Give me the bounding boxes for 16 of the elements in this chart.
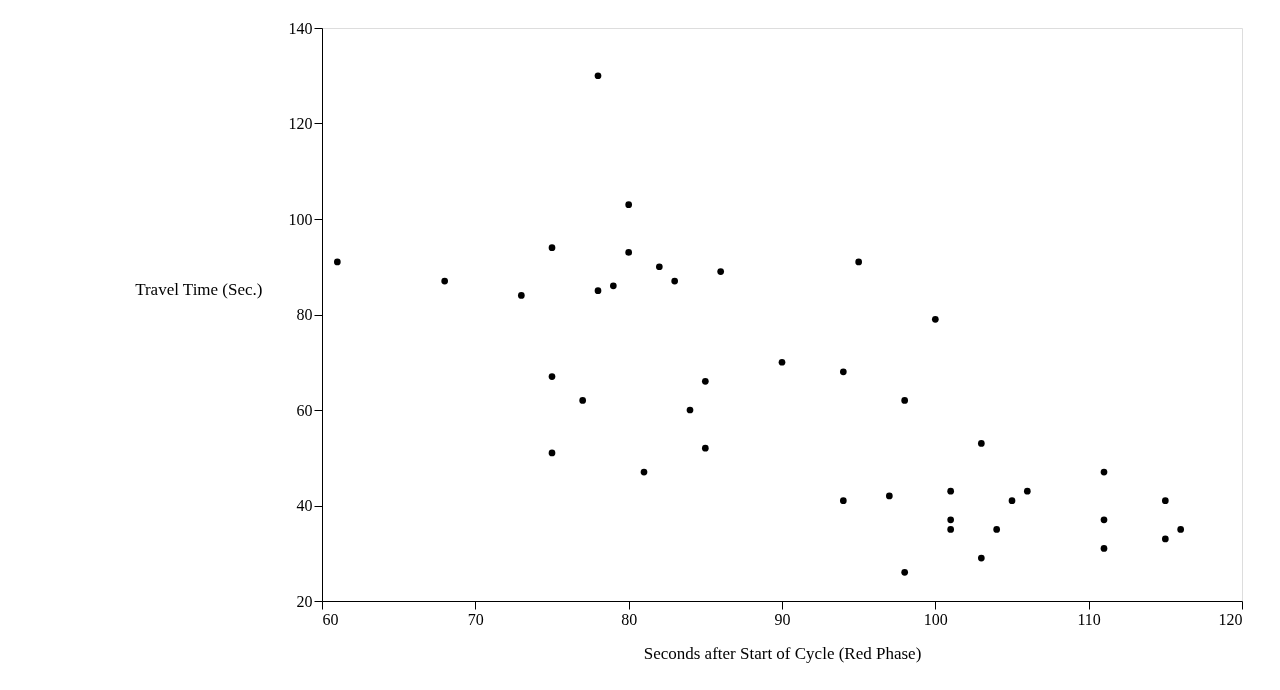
x-tick-label: 90 bbox=[774, 610, 791, 628]
y-tick-label: 120 bbox=[288, 115, 313, 132]
y-axis-title: Travel Time (Sec.) bbox=[135, 279, 263, 299]
y-tick-label: 100 bbox=[288, 210, 313, 228]
y-tick-label: 140 bbox=[288, 19, 313, 37]
y-tick-label: 20 bbox=[296, 592, 313, 610]
y-tick-label: 80 bbox=[296, 306, 313, 323]
x-tick-label: 70 bbox=[467, 610, 484, 628]
y-tick-label: 60 bbox=[296, 401, 313, 419]
x-tick-label: 110 bbox=[1077, 610, 1101, 628]
y-tick-label: 40 bbox=[296, 497, 313, 514]
x-tick-label: 60 bbox=[322, 610, 339, 628]
x-tick-label: 80 bbox=[621, 610, 638, 628]
x-axis-title: Seconds after Start of Cycle (Red Phase) bbox=[643, 643, 922, 663]
x-tick-label: 120 bbox=[1218, 610, 1243, 628]
x-tick-label: 100 bbox=[923, 610, 948, 628]
